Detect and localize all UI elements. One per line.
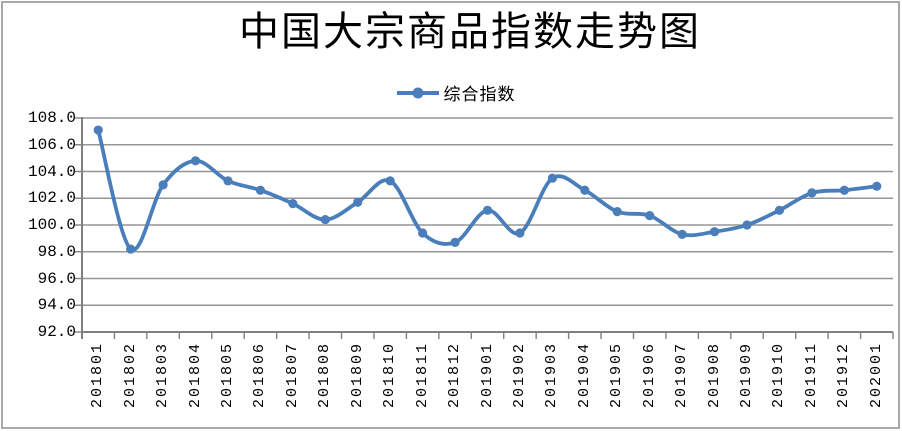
legend: 综合指数 bbox=[0, 84, 902, 106]
data-point bbox=[223, 176, 233, 186]
data-point bbox=[385, 176, 395, 186]
x-axis-label: 201811 bbox=[413, 342, 431, 409]
y-axis-label: 96.0 bbox=[37, 269, 76, 288]
chart-title: 中国大宗商品指数走势图 bbox=[239, 9, 701, 54]
x-axis-label: 201803 bbox=[154, 342, 172, 409]
data-point bbox=[774, 205, 785, 215]
x-axis-label: 201906 bbox=[640, 342, 658, 409]
data-point bbox=[93, 125, 103, 135]
data-point bbox=[158, 180, 168, 190]
y-axis-label: 100.0 bbox=[27, 216, 76, 234]
x-axis-label: 201807 bbox=[283, 342, 301, 409]
x-axis-label: 201801 bbox=[89, 342, 107, 409]
data-point bbox=[255, 185, 266, 195]
y-axis-label: 106.0 bbox=[27, 135, 76, 154]
data-point bbox=[190, 156, 201, 166]
x-axis-label: 201911 bbox=[802, 342, 820, 409]
data-point bbox=[353, 197, 363, 207]
data-point bbox=[515, 228, 525, 238]
data-point bbox=[288, 199, 298, 209]
x-axis-label: 201907 bbox=[673, 342, 691, 409]
x-axis-label: 201804 bbox=[186, 342, 204, 409]
x-axis-label: 201904 bbox=[575, 342, 593, 409]
x-axis-label: 201901 bbox=[478, 342, 496, 409]
x-axis-label: 201903 bbox=[543, 342, 561, 409]
data-point bbox=[677, 229, 687, 239]
data-point bbox=[450, 237, 460, 247]
series-line bbox=[96, 128, 879, 252]
y-axis-label: 104.0 bbox=[27, 162, 76, 181]
data-point bbox=[807, 188, 817, 198]
x-axis-label: 201809 bbox=[348, 342, 366, 409]
data-point bbox=[320, 215, 330, 225]
x-axis-label: 201812 bbox=[446, 342, 464, 409]
x-axis-label: 201808 bbox=[316, 342, 334, 409]
x-axis-label: 201806 bbox=[251, 342, 269, 409]
data-point bbox=[839, 185, 849, 195]
legend-line-marker-icon bbox=[395, 86, 441, 105]
x-axis-label: 201805 bbox=[218, 342, 236, 409]
data-point bbox=[418, 228, 428, 238]
x-axis-label: 201910 bbox=[770, 342, 788, 409]
x-axis-label: 201912 bbox=[835, 342, 853, 409]
data-point bbox=[645, 211, 655, 221]
x-axis-label: 202001 bbox=[867, 342, 885, 409]
x-axis-label: 201802 bbox=[121, 342, 139, 409]
data-point bbox=[742, 220, 752, 230]
y-axis-label: 98.0 bbox=[37, 242, 76, 261]
y-axis-label: 102.0 bbox=[27, 189, 76, 208]
x-axis-label: 201810 bbox=[381, 342, 399, 409]
y-axis-label: 108.0 bbox=[27, 109, 76, 127]
data-point bbox=[126, 244, 136, 254]
x-axis-label: 201908 bbox=[705, 342, 723, 409]
data-point bbox=[482, 205, 493, 215]
data-point bbox=[612, 207, 622, 217]
x-axis-label: 201905 bbox=[608, 342, 626, 409]
x-axis-label: 201909 bbox=[738, 342, 756, 409]
data-point bbox=[580, 185, 590, 195]
data-point bbox=[547, 173, 557, 183]
legend-series-label: 综合指数 bbox=[443, 85, 516, 104]
y-axis-label: 92.0 bbox=[37, 323, 76, 341]
data-point bbox=[872, 181, 882, 191]
data-point bbox=[709, 227, 720, 237]
y-axis-label: 94.0 bbox=[37, 296, 76, 315]
x-axis-label: 201902 bbox=[510, 342, 528, 409]
